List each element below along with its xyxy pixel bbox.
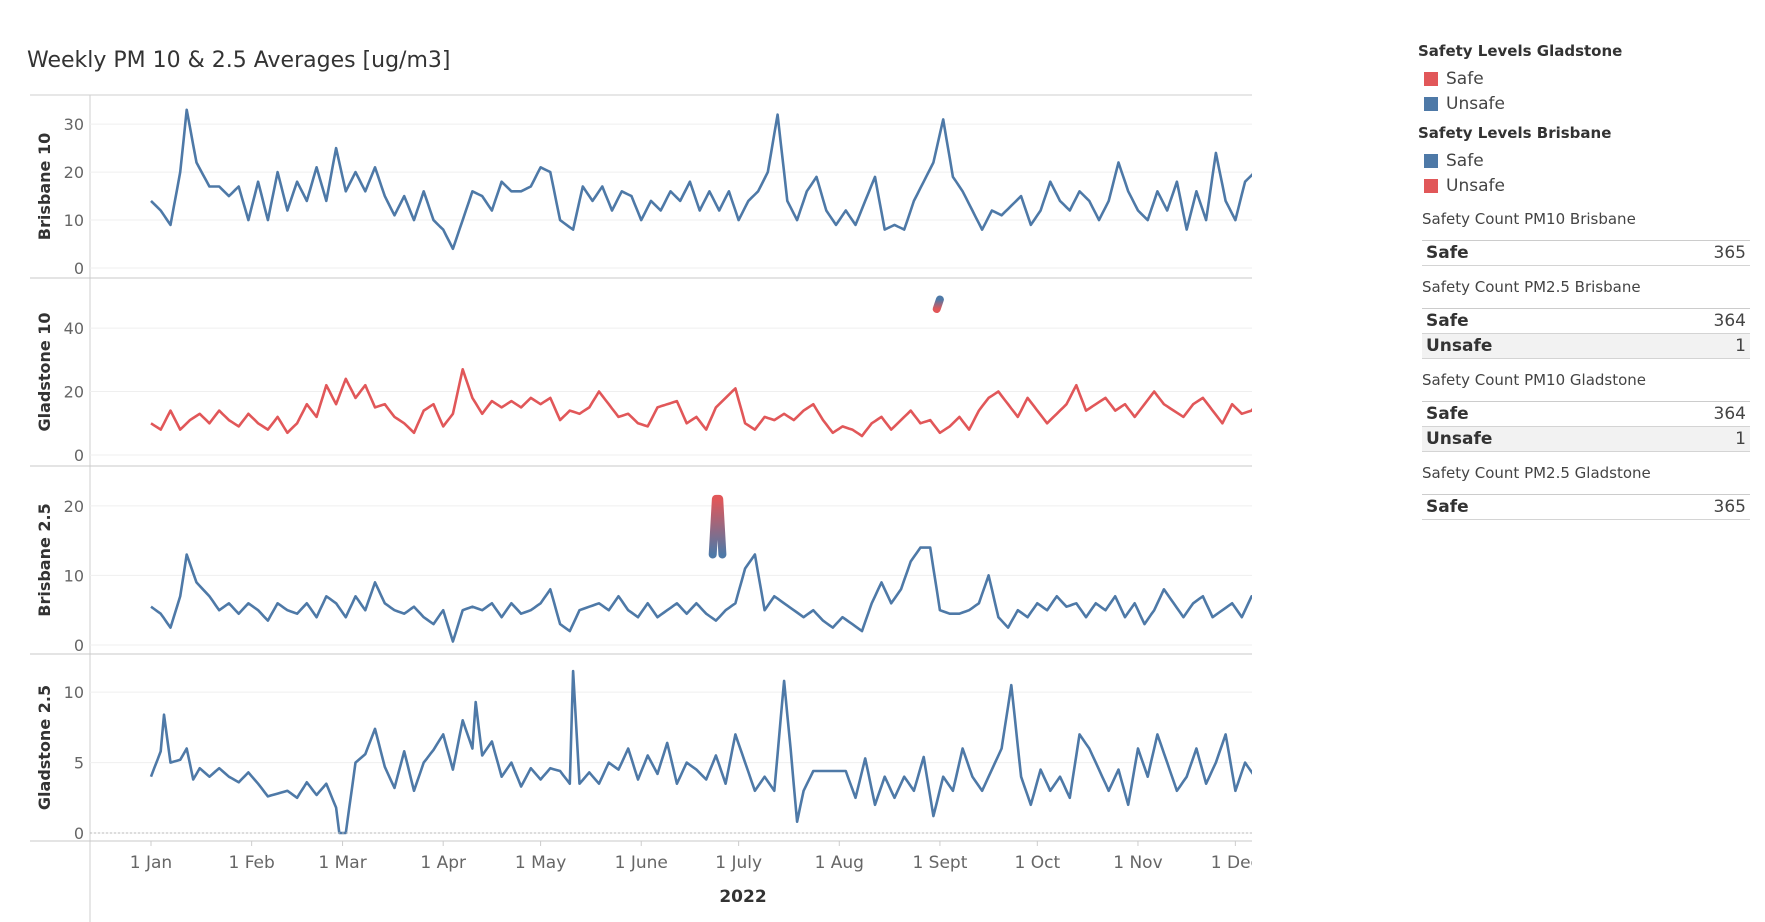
y-tick-label: 0 <box>74 636 84 655</box>
legend-title: Safety Levels Brisbane <box>1418 124 1612 142</box>
legend-swatch <box>1424 71 1438 86</box>
x-tick-label: 1 Mar <box>318 853 366 873</box>
count-value: 364 <box>1713 311 1746 331</box>
legend-item-safe[interactable]: Safe <box>1424 148 1763 173</box>
x-tick-label: 1 June <box>615 853 668 873</box>
x-tick-label: 1 July <box>715 853 762 873</box>
count-label: Safe <box>1426 243 1469 263</box>
panel-brisbane-2-5: 0 10 20 Brisbane 2.5 <box>30 494 1252 655</box>
y-tick-label: 20 <box>64 383 84 402</box>
count-label: Safe <box>1426 404 1469 424</box>
legend-label: Unsafe <box>1446 175 1505 196</box>
panel-brisbane-10: 0 10 20 30 Brisbane 10 <box>30 108 1252 279</box>
chart-title: Weekly PM 10 & 2.5 Averages [ug/m3] <box>27 48 451 73</box>
count-table: Safe 365 <box>1422 494 1750 520</box>
y-tick-label: 0 <box>74 259 84 278</box>
chart-area: 0 10 20 30 Brisbane 10 0 20 40 Gladstone 10 0 10 20… <box>30 94 1252 922</box>
legend-label: Safe <box>1446 150 1484 171</box>
x-tick-label: 1 Nov <box>1113 853 1162 873</box>
series-line <box>150 368 1252 438</box>
legend-gladstone: Safety Levels Gladstone Safe Unsafe <box>1418 42 1763 116</box>
x-tick-label: 1 Oct <box>1015 853 1061 873</box>
unsafe-spike <box>708 494 727 559</box>
legend-swatch <box>1424 178 1438 193</box>
count-value: 1 <box>1735 336 1746 356</box>
x-tick-label: 1 Aug <box>815 853 864 873</box>
y-tick-label: 20 <box>64 163 84 182</box>
count-value: 1 <box>1735 429 1746 449</box>
unsafe-spike <box>932 295 944 313</box>
legend-label: Unsafe <box>1446 93 1505 114</box>
x-tick-label: 1 Feb <box>228 853 274 873</box>
series-line <box>150 546 1252 643</box>
count-value: 364 <box>1713 404 1746 424</box>
y-tick-label: 0 <box>74 824 84 843</box>
count-label: Unsafe <box>1426 429 1493 449</box>
count-row: Safe 364 <box>1422 402 1750 427</box>
y-axis-title: Gladstone 2.5 <box>35 685 54 810</box>
count-label: Unsafe <box>1426 336 1493 356</box>
count-title: Safety Count PM2.5 Brisbane <box>1422 278 1641 296</box>
y-tick-label: 10 <box>64 566 84 585</box>
count-value: 365 <box>1713 497 1746 517</box>
y-tick-label: 20 <box>64 497 84 516</box>
legend-swatch <box>1424 96 1438 111</box>
count-table: Safe 364 Unsafe 1 <box>1422 308 1750 359</box>
y-tick-label: 10 <box>64 211 84 230</box>
count-value: 365 <box>1713 243 1746 263</box>
y-axis-title: Brisbane 2.5 <box>35 503 54 617</box>
series-line <box>149 669 1252 835</box>
legend-swatch <box>1424 153 1438 168</box>
legend-item-unsafe[interactable]: Unsafe <box>1424 91 1763 116</box>
count-title: Safety Count PM2.5 Gladstone <box>1422 464 1651 482</box>
panel-gladstone-10: 0 20 40 Gladstone 10 <box>30 295 1252 467</box>
legend-item-unsafe[interactable]: Unsafe <box>1424 173 1763 198</box>
legend-label: Safe <box>1446 68 1484 89</box>
count-row: Unsafe 1 <box>1422 334 1750 359</box>
y-tick-label: 40 <box>64 319 84 338</box>
count-table: Safe 364 Unsafe 1 <box>1422 401 1750 452</box>
legend-panel: Safety Levels Gladstone Safe Unsafe Safe… <box>1418 42 1763 520</box>
series-line <box>150 108 1252 251</box>
x-tick-label: 1 Apr <box>420 853 466 873</box>
count-title: Safety Count PM10 Brisbane <box>1422 210 1636 228</box>
legend-item-safe[interactable]: Safe <box>1424 66 1763 91</box>
y-axis-title: Gladstone 10 <box>35 312 54 431</box>
count-label: Safe <box>1426 497 1469 517</box>
panel-gladstone-2-5: 0 5 10 Gladstone 2.5 <box>30 669 1252 843</box>
x-axis-title: 2022 <box>719 887 766 907</box>
y-tick-label: 10 <box>64 683 84 702</box>
y-tick-label: 5 <box>74 754 84 773</box>
count-row: Safe 364 <box>1422 309 1750 334</box>
count-row: Safe 365 <box>1422 495 1750 520</box>
count-label: Safe <box>1426 311 1469 331</box>
x-tick-label: 1 Sept <box>912 853 967 873</box>
x-tick-label: 1 Dec <box>1211 853 1252 873</box>
x-tick-label: 1 Jan <box>130 853 172 873</box>
y-tick-label: 0 <box>74 446 84 465</box>
legend-title: Safety Levels Gladstone <box>1418 42 1623 60</box>
count-table: Safe 365 <box>1422 240 1750 266</box>
legend-brisbane: Safety Levels Brisbane Safe Unsafe <box>1418 124 1763 198</box>
y-tick-label: 30 <box>64 115 84 134</box>
count-title: Safety Count PM10 Gladstone <box>1422 371 1647 389</box>
count-row: Safe 365 <box>1422 241 1750 266</box>
x-tick-label: 1 May <box>515 853 566 873</box>
y-axis-title: Brisbane 10 <box>35 133 54 240</box>
count-row: Unsafe 1 <box>1422 427 1750 452</box>
